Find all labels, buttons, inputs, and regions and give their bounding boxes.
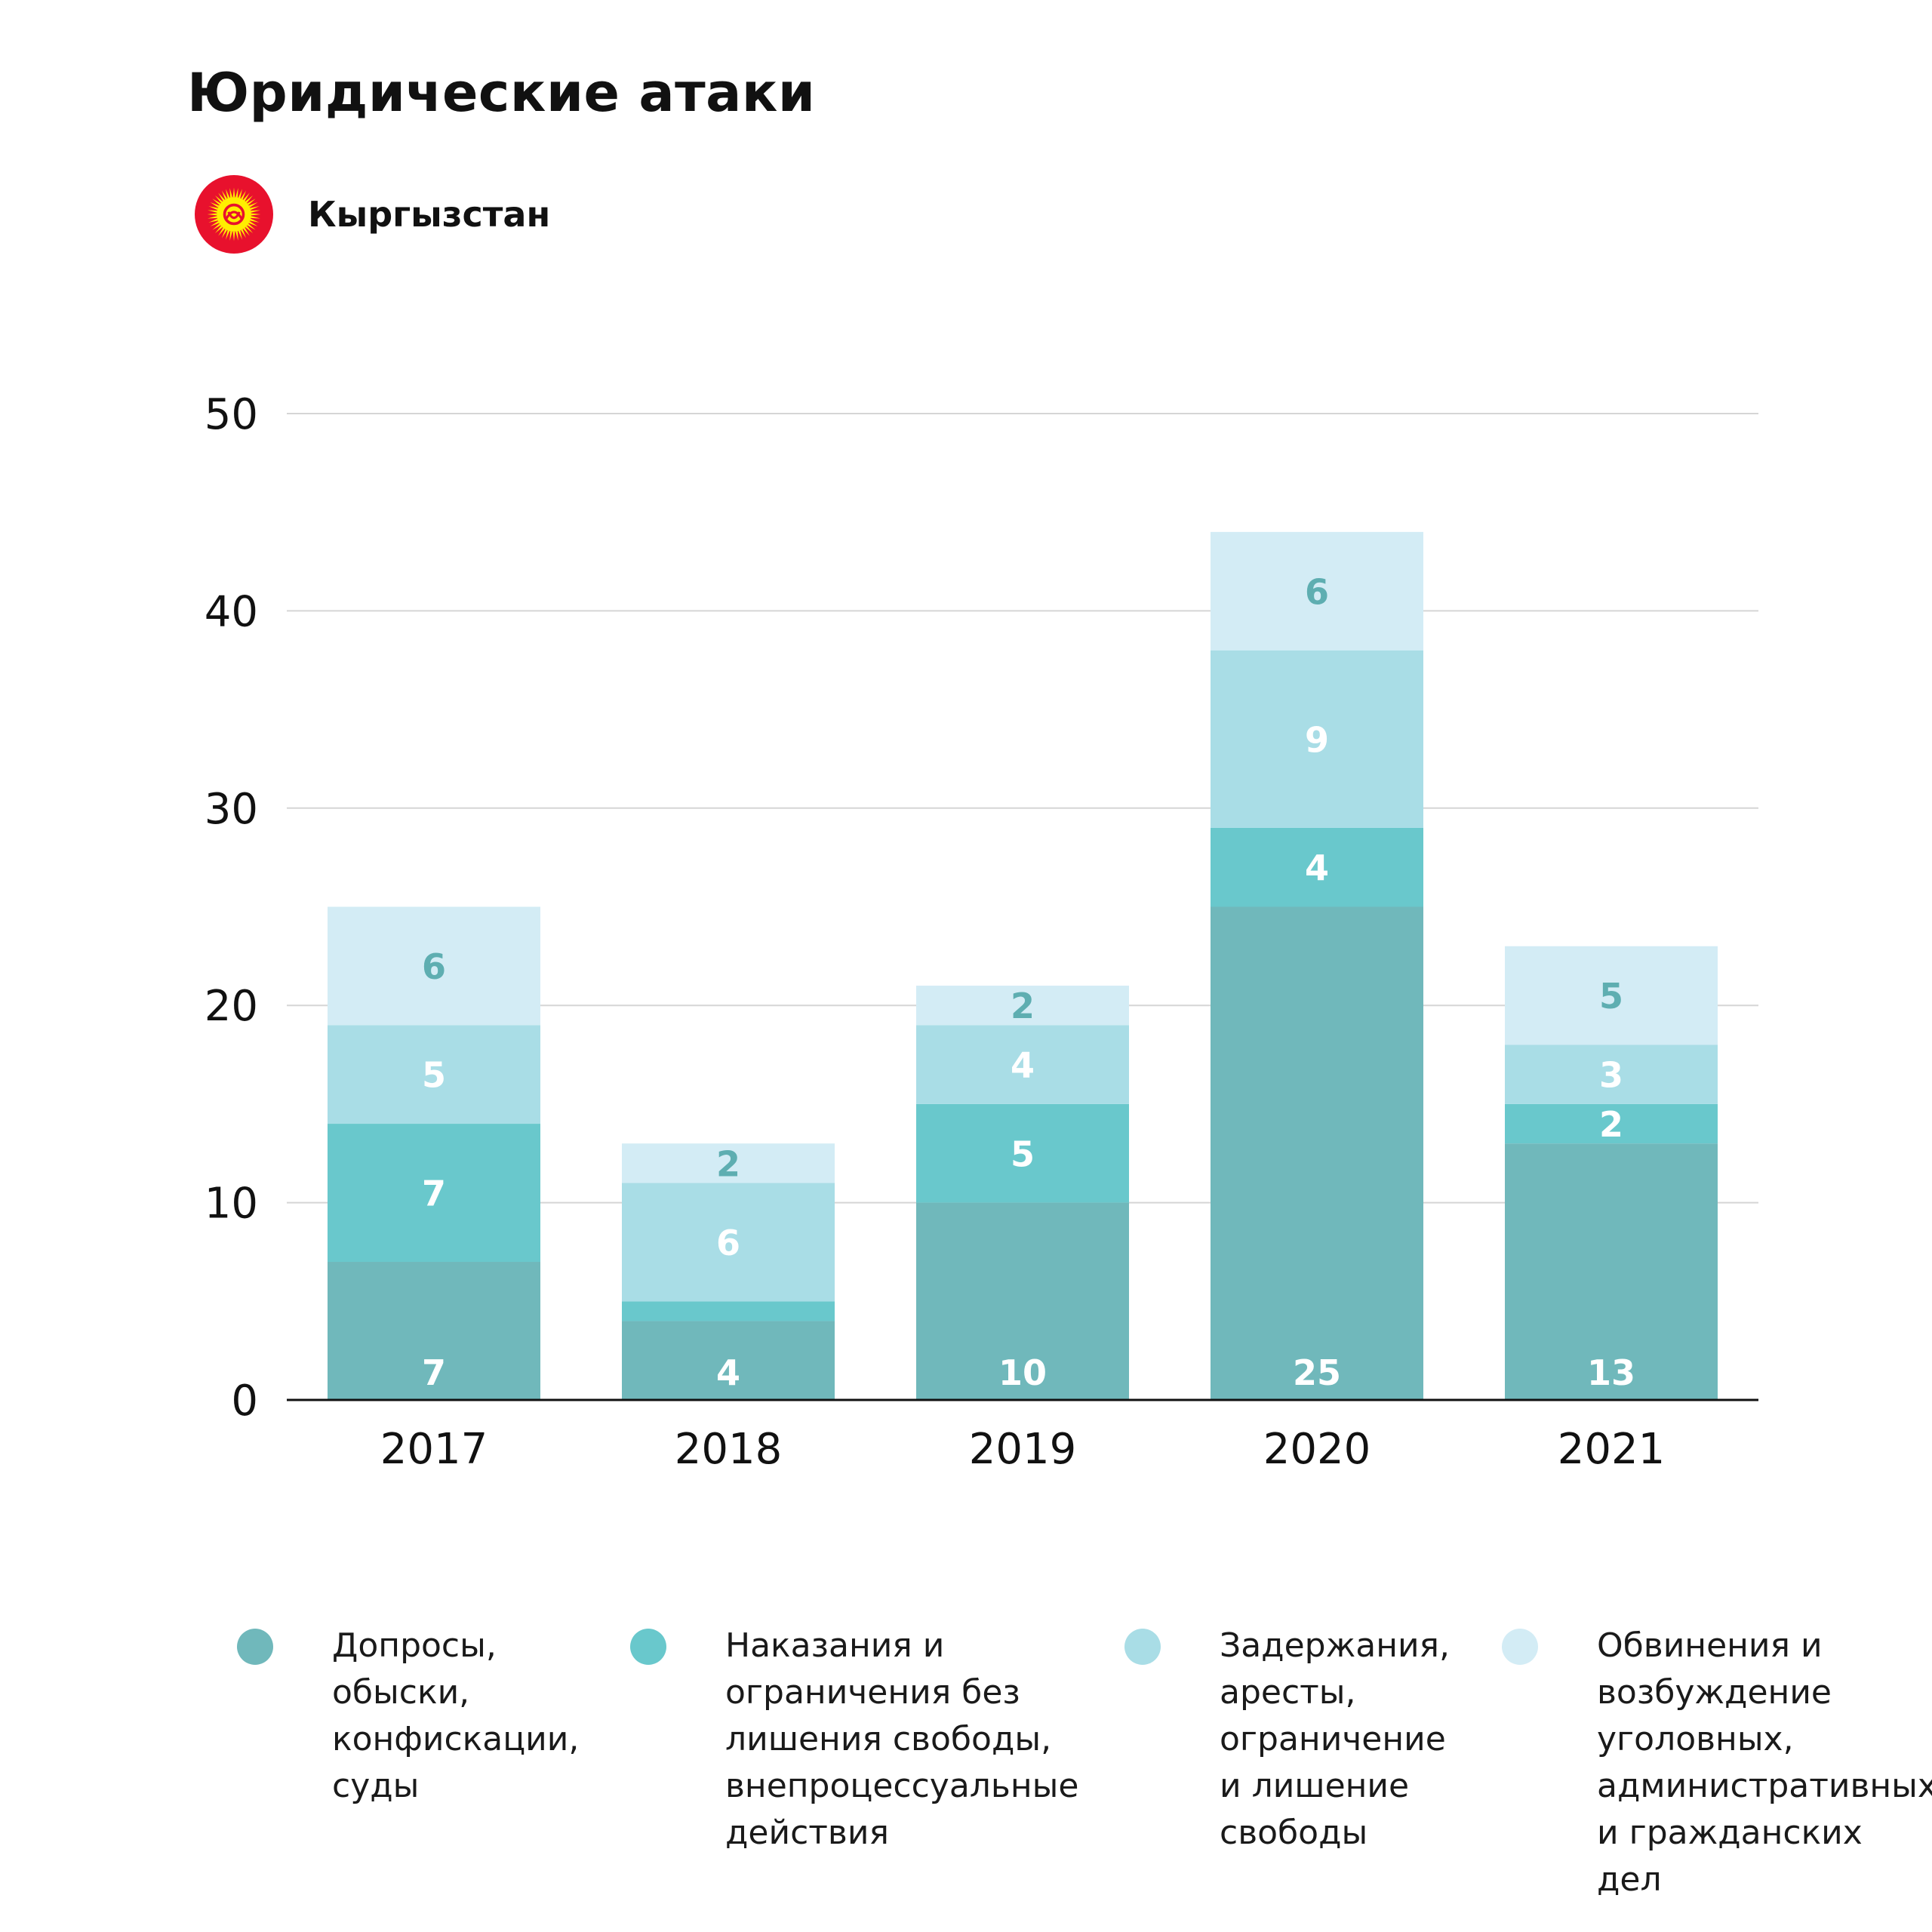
bar-segment [1211,650,1423,828]
bar-segment [622,1301,835,1321]
bar-segment [328,1124,540,1263]
y-tick-label: 20 [205,982,258,1031]
country-header: Кыргызстан [195,175,550,254]
y-tick-label: 30 [205,785,258,834]
bar-segment [622,1321,835,1400]
legend-swatch [237,1629,273,1665]
legend-swatch [1502,1629,1538,1665]
x-tick-label: 2021 [1558,1425,1666,1474]
bar-segment [1211,531,1423,651]
bar-segment [916,986,1129,1026]
data-label: 13 [1587,1352,1635,1393]
data-label: 3 [1599,1055,1623,1096]
bar-segment [1211,906,1423,1400]
page-title: Юридические атаки [187,62,816,124]
bar-segment [328,1025,540,1124]
y-tick-label: 10 [205,1180,258,1229]
data-label: 4 [1305,848,1329,888]
y-tick-label: 40 [205,587,258,636]
legend-label: Обвинения и возбуждение уголовных, админ… [1597,1626,1932,1899]
bar-segment [622,1183,835,1302]
bar-segment [1211,827,1423,907]
bar-segment [328,906,540,1026]
data-label: 2 [1599,1104,1623,1145]
y-tick-label: 0 [231,1377,258,1426]
data-label: 9 [1305,719,1329,760]
data-label: 4 [1011,1045,1035,1086]
legend-label: Задержания, аресты, ограничение и лишени… [1220,1626,1451,1852]
bar-segment [916,1103,1129,1203]
data-label: 6 [1305,571,1329,612]
data-label: 4 [716,1352,740,1393]
data-label: 25 [1293,1352,1341,1393]
legend-item: Наказания и ограничения без лишения своб… [630,1623,1078,1857]
bar-segment [622,1143,835,1183]
kyrgyzstan-flag-icon [195,175,273,254]
legend-item: Задержания, аресты, ограничение и лишени… [1124,1623,1450,1857]
chart-legend: Допросы, обыски, конфискации, суды Наказа… [0,1623,1932,1899]
bar-segment [1505,1143,1718,1400]
legend-label: Наказания и ограничения без лишения своб… [725,1626,1079,1852]
data-label: 10 [998,1352,1047,1393]
x-tick-label: 2020 [1263,1425,1371,1474]
bar-segment [1505,1044,1718,1104]
legend-swatch [1124,1629,1161,1665]
stacked-bar-chart: 0102030405077562017462201810542201925496… [205,390,1758,1474]
data-label: 2 [1011,986,1035,1026]
x-tick-label: 2019 [969,1425,1077,1474]
data-label: 6 [422,946,446,987]
data-label: 2 [716,1143,740,1184]
x-tick-label: 2017 [380,1425,488,1474]
y-tick-label: 50 [205,390,258,439]
legend-label: Допросы, обыски, конфискации, суды [332,1626,580,1805]
data-label: 7 [422,1352,446,1393]
bar-segment [916,1202,1129,1400]
data-label: 5 [1011,1134,1035,1174]
legend-swatch [630,1629,666,1665]
data-label: 5 [422,1055,446,1096]
country-name: Кыргызстан [308,194,551,235]
data-label: 5 [1599,976,1623,1017]
legend-item: Обвинения и возбуждение уголовных, админ… [1502,1623,1932,1903]
legend-item: Допросы, обыски, конфискации, суды [237,1623,579,1810]
bar-segment [916,1025,1129,1104]
bar-segment [1505,1103,1718,1144]
bar-segment [1505,946,1718,1045]
data-label: 7 [422,1174,446,1214]
data-label: 6 [716,1223,740,1263]
bar-segment [328,1262,540,1400]
x-tick-label: 2018 [675,1425,783,1474]
